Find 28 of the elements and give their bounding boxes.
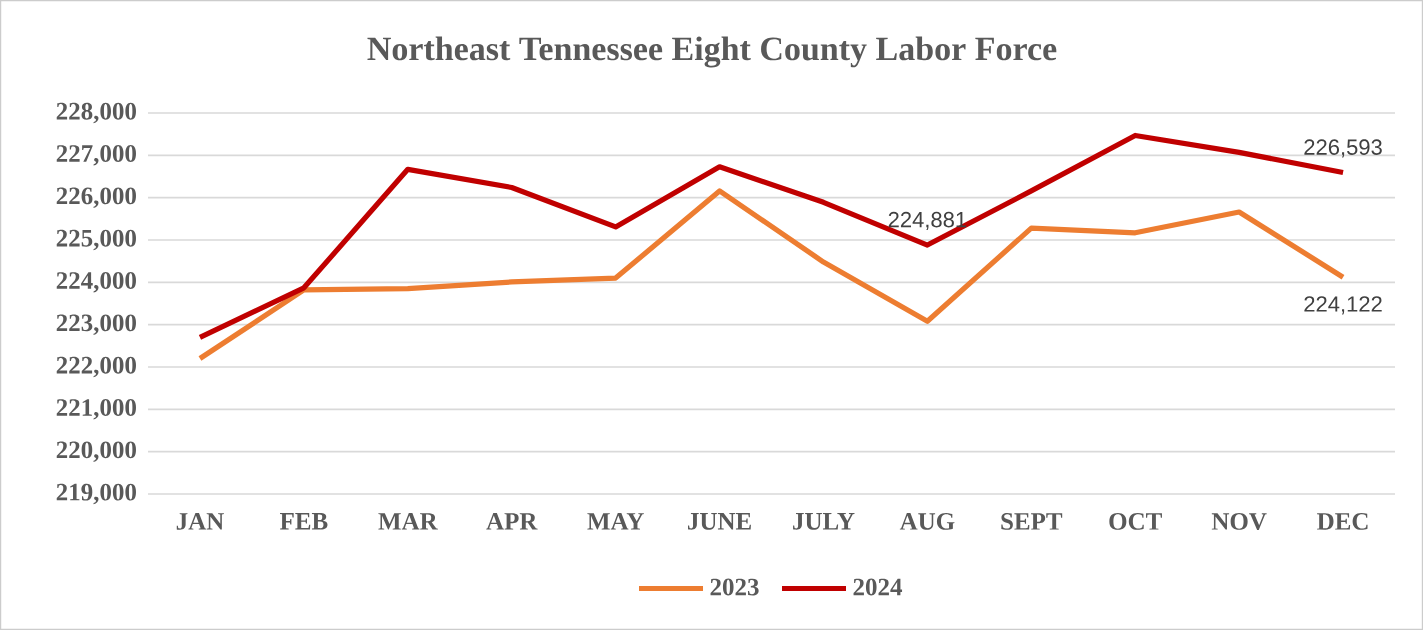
legend-label: 2023 [710, 578, 759, 596]
data-label: 224,881 [888, 211, 967, 230]
y-tick-label: 220,000 [56, 441, 136, 462]
data-label: 226,593 [1304, 139, 1382, 158]
legend-label: 2024 [853, 578, 903, 596]
x-tick-label: OCT [1109, 513, 1162, 530]
y-tick-label: 219,000 [56, 483, 136, 505]
x-tick-label: JULY [793, 513, 855, 530]
y-tick-label: 227,000 [56, 145, 136, 166]
x-tick-label: JUNE [688, 513, 751, 530]
y-tick-label: 226,000 [56, 187, 136, 208]
x-tick-label: MAY [587, 513, 644, 530]
x-tick-label: SEPT [1001, 513, 1063, 530]
y-tick-label: 225,000 [56, 229, 136, 251]
data-label: 224,122 [1304, 296, 1382, 315]
x-tick-label: JAN [176, 513, 224, 530]
x-tick-label: AUG [899, 513, 955, 530]
x-tick-label: NOV [1211, 513, 1267, 530]
y-tick-label: 222,000 [56, 356, 136, 378]
x-tick-label: MAR [378, 513, 438, 530]
x-tick-label: FEB [280, 513, 328, 530]
x-tick-label: DEC [1317, 513, 1368, 530]
y-tick-label: 221,000 [56, 399, 136, 420]
y-tick-label: 224,000 [56, 272, 136, 293]
x-tick-label: APR [486, 513, 538, 530]
chart-title: Northeast Tennessee Eight County Labor Force [367, 36, 1057, 68]
y-tick-label: 228,000 [56, 102, 136, 124]
y-tick-label: 223,000 [56, 314, 136, 335]
